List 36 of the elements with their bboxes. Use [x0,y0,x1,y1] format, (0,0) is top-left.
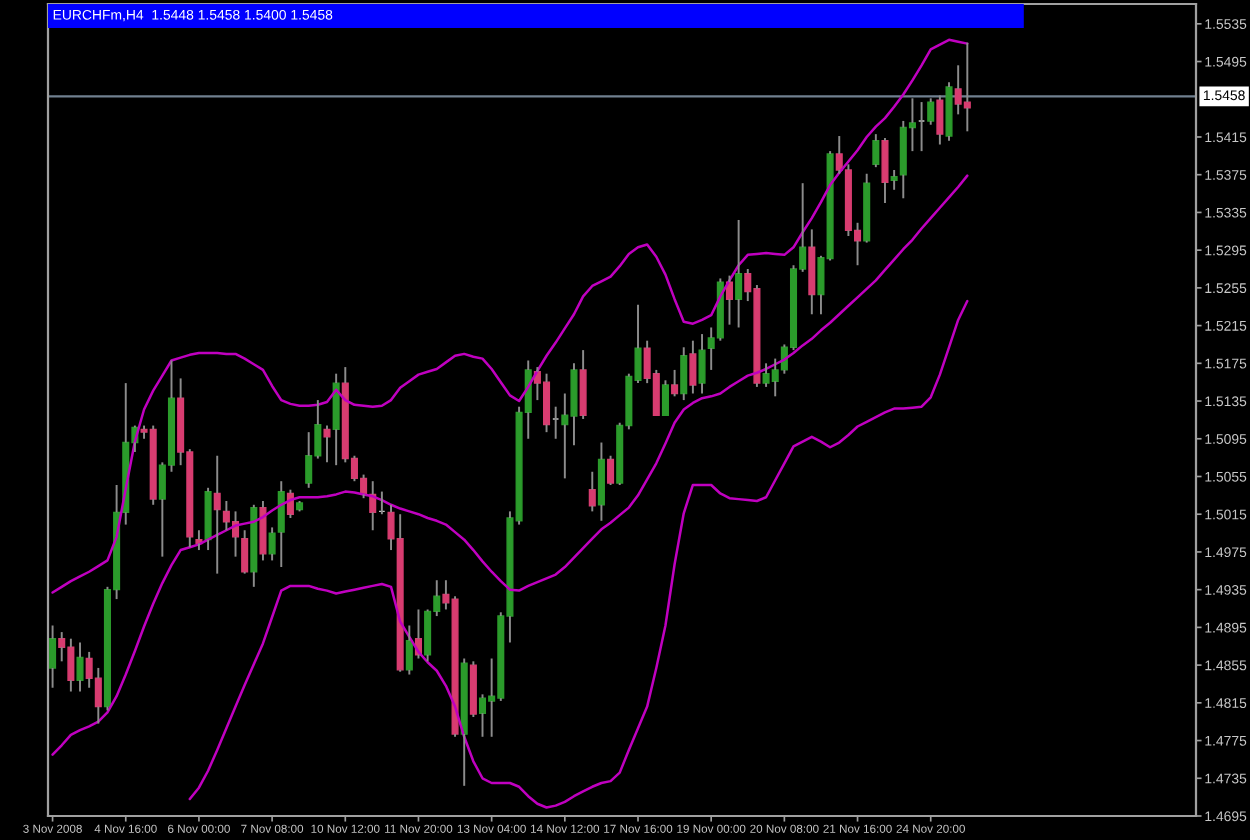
candlestick [305,431,313,489]
candlestick [579,349,587,420]
candlestick [881,136,889,204]
line-series [51,38,969,594]
candlestick [405,624,413,676]
candlestick [963,41,971,133]
candlestick [872,133,880,169]
line-series [188,299,969,809]
candlestick [277,480,285,568]
candlestick [698,333,706,395]
candlestick [607,454,615,486]
candlestick [945,81,953,142]
candlestick [213,454,221,575]
candlestick [835,135,843,175]
candlestick [661,379,669,416]
candlestick [735,219,743,329]
candlestick [259,500,267,562]
candlestick [689,339,697,395]
candlestick [808,228,816,316]
candlestick [296,500,304,513]
candlestick [680,346,688,402]
line-series [51,174,969,756]
candlestick [241,529,249,575]
candlestick [469,660,477,718]
candlestick [936,94,944,146]
candlestick [863,172,871,244]
candlestick [671,368,679,398]
candlestick [49,624,57,689]
candlestick [588,470,596,513]
candlestick [597,441,605,522]
candlestick [250,503,258,588]
candlestick [332,372,340,467]
candlestick [927,97,935,126]
candlestick [76,641,84,693]
candlestick [204,486,212,552]
candlestick [94,666,102,725]
